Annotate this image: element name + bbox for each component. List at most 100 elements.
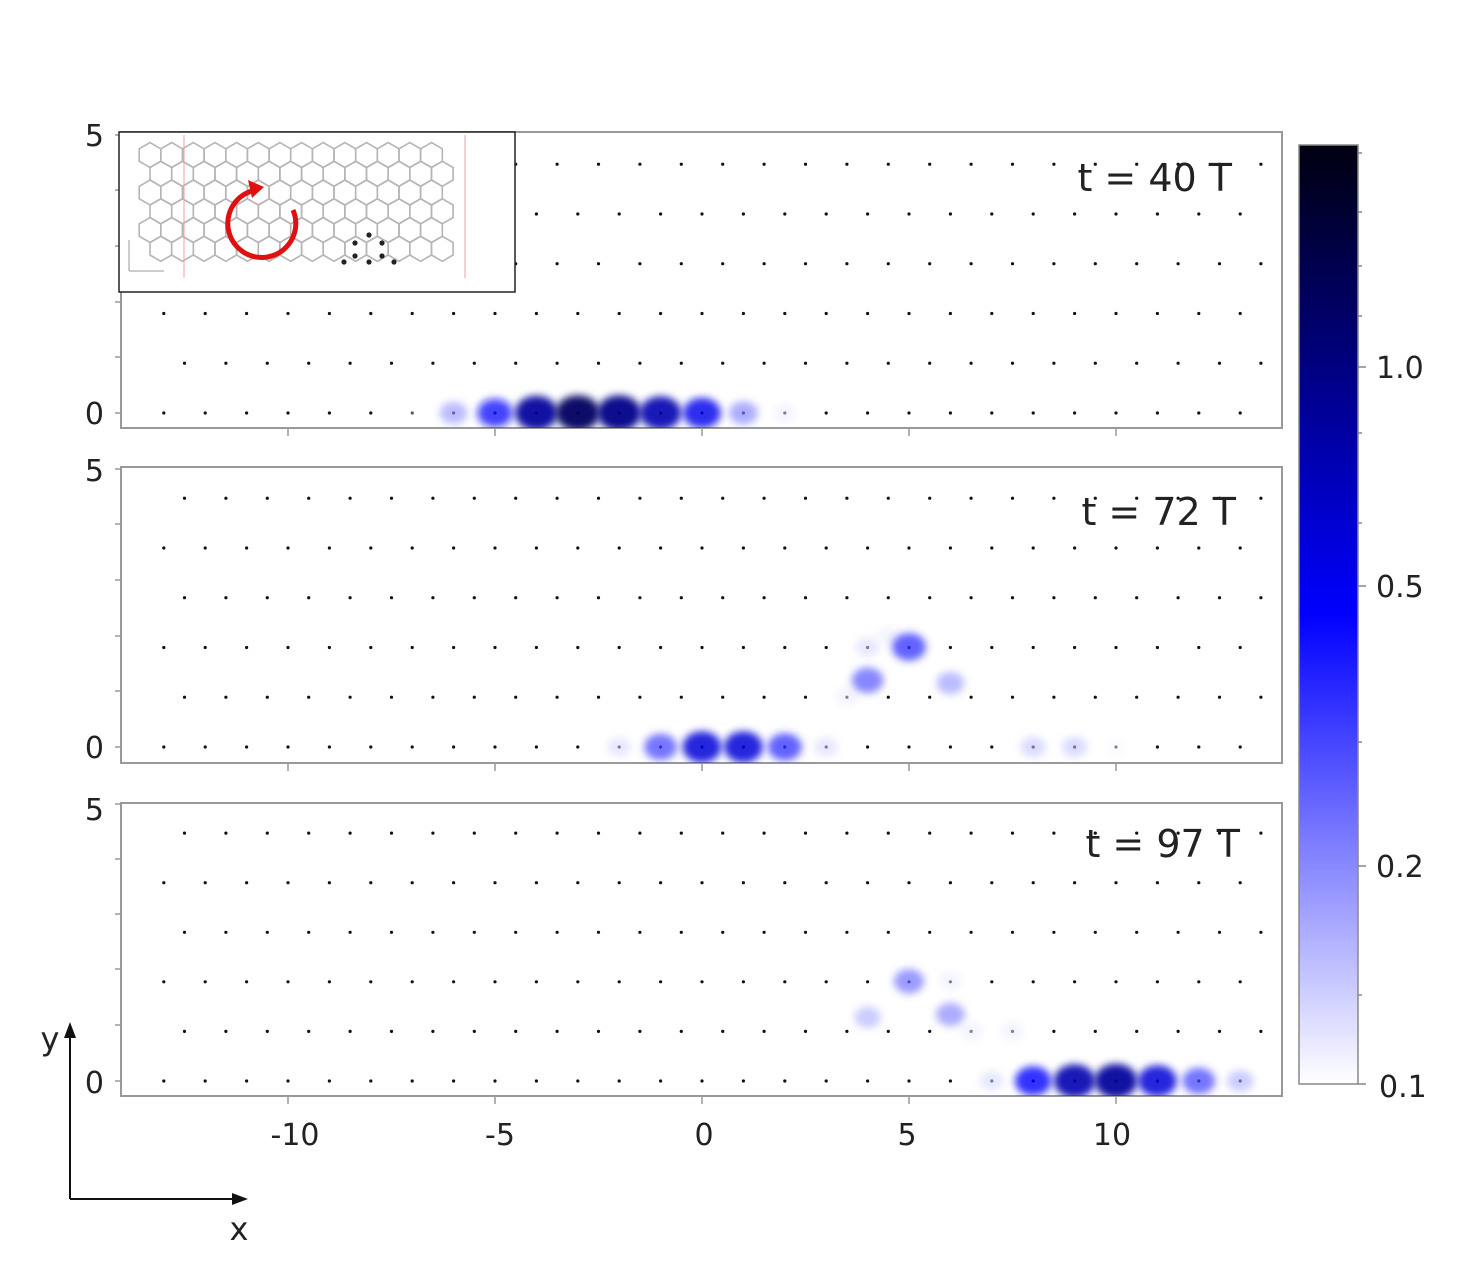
lattice-site <box>1259 695 1263 699</box>
lattice-site <box>990 212 994 216</box>
lattice-site <box>389 930 394 934</box>
lattice-site <box>969 831 973 835</box>
density-blob <box>1020 736 1046 758</box>
lattice-site <box>866 745 870 749</box>
lattice-site <box>1217 361 1222 365</box>
inset-lattice-diagram <box>118 131 516 293</box>
inset-axis-glyph <box>128 240 164 272</box>
lattice-site <box>224 930 228 934</box>
lattice-site <box>596 262 601 266</box>
lattice-site <box>803 831 808 835</box>
lattice-site <box>866 980 870 984</box>
lattice-site <box>555 831 559 835</box>
lattice-site <box>307 695 311 699</box>
panel-3-ytick-5: 5 <box>85 793 104 828</box>
lattice-site <box>265 930 269 934</box>
lattice-site <box>534 645 539 650</box>
lattice-site <box>721 831 725 835</box>
lattice-site <box>1217 695 1222 699</box>
lattice-site <box>452 980 456 984</box>
lattice-site <box>286 881 290 885</box>
lattice-site <box>617 212 621 216</box>
lattice-site <box>866 411 870 415</box>
lattice-site <box>659 546 663 550</box>
lattice-site <box>1093 930 1097 934</box>
lattice-site <box>824 212 828 216</box>
lattice-site <box>1259 361 1263 365</box>
lattice-site <box>1093 596 1097 600</box>
lattice-site <box>327 881 331 885</box>
lattice-site <box>762 1029 766 1033</box>
lattice-site <box>327 745 331 749</box>
density-blob <box>639 396 682 428</box>
lattice-site <box>1010 831 1015 835</box>
lattice-site <box>783 980 787 984</box>
density-blob <box>682 731 722 763</box>
lattice-site <box>783 645 787 650</box>
lattice-site <box>803 162 808 166</box>
lattice-site <box>969 162 973 166</box>
density-blob <box>644 733 677 761</box>
density-blob <box>773 403 797 423</box>
lattice-site <box>990 980 994 984</box>
lattice-site <box>1031 311 1035 316</box>
lattice-site <box>203 881 207 885</box>
lattice-site <box>1238 881 1242 885</box>
density-blob <box>979 1071 1004 1091</box>
panel-3-density <box>854 969 1254 1096</box>
lattice-site <box>721 1029 725 1033</box>
lattice-site <box>638 1029 642 1033</box>
lattice-site <box>783 1079 787 1083</box>
lattice-site <box>307 361 311 365</box>
lattice-site <box>224 596 228 600</box>
lattice-site <box>762 361 766 365</box>
lattice-site <box>596 831 601 835</box>
lattice-site <box>679 596 683 600</box>
inset-highlight-sites <box>341 232 397 265</box>
lattice-site <box>1093 361 1097 365</box>
lattice-site <box>182 930 187 934</box>
lattice-site <box>679 1029 683 1033</box>
lattice-site <box>638 831 642 835</box>
lattice-site <box>472 596 476 600</box>
density-blob <box>439 401 468 425</box>
lattice-site <box>948 1079 953 1083</box>
lattice-site <box>472 496 476 500</box>
lattice-site <box>245 411 249 415</box>
lattice-site <box>638 930 642 934</box>
lattice-site <box>638 695 642 699</box>
lattice-site <box>1176 496 1180 500</box>
lattice-site <box>286 1079 290 1083</box>
lattice-site <box>224 1029 228 1033</box>
rotation-arrow-icon <box>225 187 299 260</box>
lattice-site <box>534 980 539 984</box>
lattice-site <box>369 645 373 650</box>
lattice-site <box>1052 162 1056 166</box>
lattice-site <box>617 1079 621 1083</box>
lattice-site <box>1114 645 1118 650</box>
lattice-site <box>162 546 166 550</box>
density-blob <box>393 404 415 422</box>
highlight-site <box>366 232 372 238</box>
lattice-site <box>700 212 704 216</box>
lattice-site <box>493 645 497 650</box>
lattice-site <box>514 596 518 600</box>
lattice-site <box>410 1079 414 1083</box>
x-tick-labels: -10 -5 0 5 10 <box>271 1118 1132 1153</box>
lattice-site <box>534 1079 539 1083</box>
x-arrow-head <box>232 1193 248 1205</box>
lattice-site <box>928 262 932 266</box>
lattice-site <box>762 831 766 835</box>
lattice-site <box>1176 596 1180 600</box>
lattice-site <box>472 361 476 365</box>
lattice-site <box>576 1079 580 1083</box>
lattice-site <box>1176 695 1180 699</box>
lattice-site <box>1031 881 1035 885</box>
lattice-site <box>721 930 725 934</box>
lattice-site <box>1135 162 1139 166</box>
lattice-site <box>369 745 373 749</box>
lattice-site <box>431 596 435 600</box>
lattice-site <box>928 596 932 600</box>
lattice-site <box>431 695 435 699</box>
lattice-site <box>721 695 725 699</box>
